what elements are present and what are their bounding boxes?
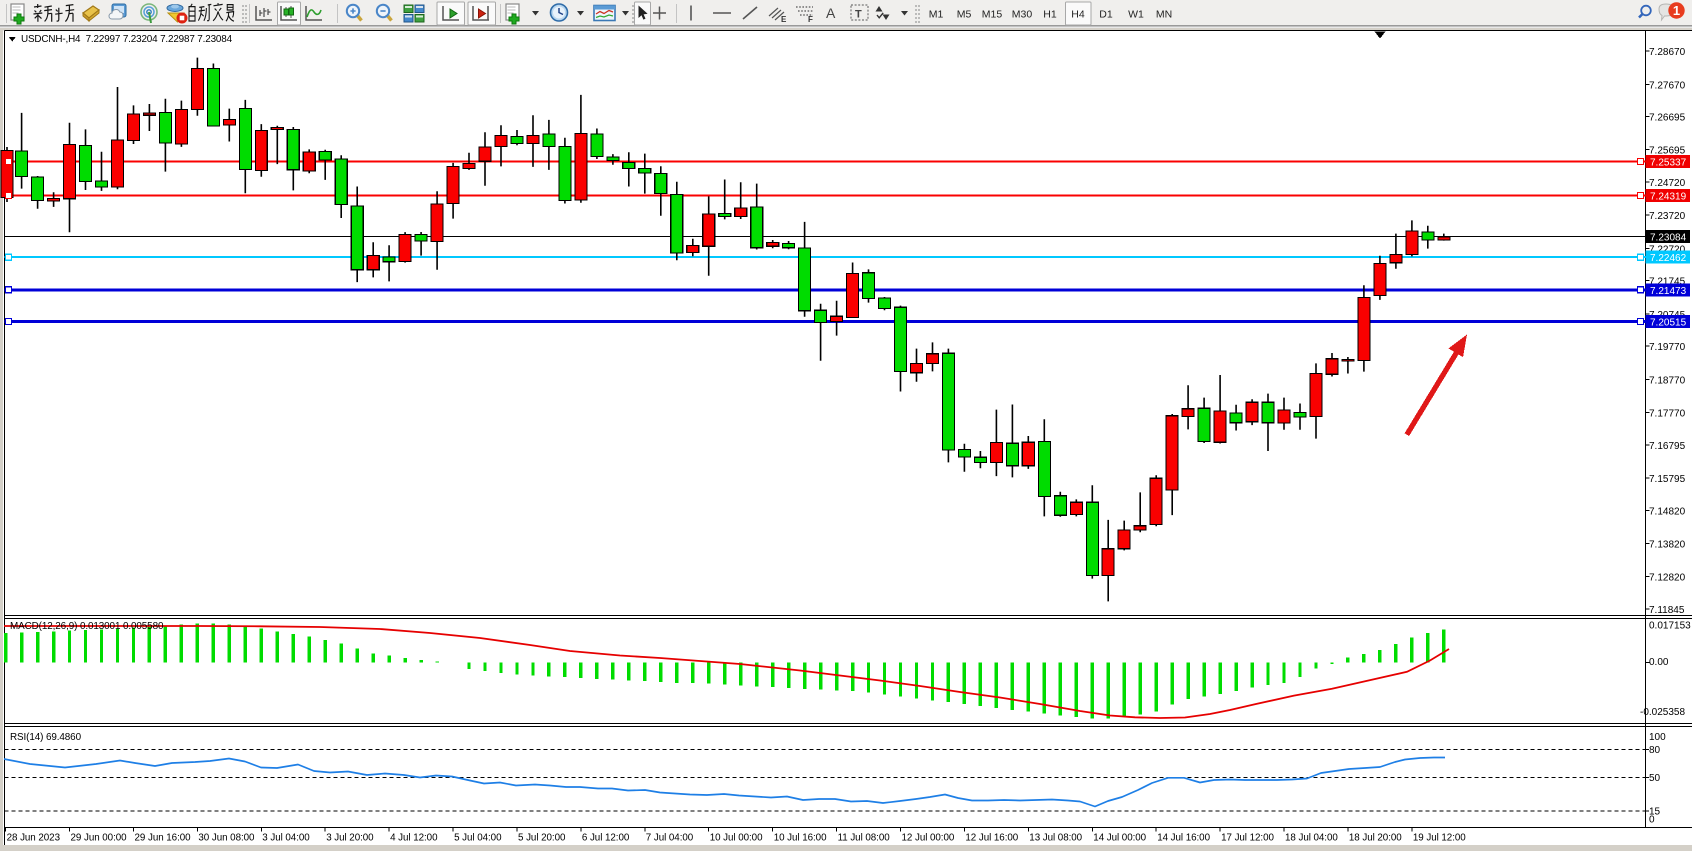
svg-text:100: 100 — [1649, 732, 1666, 743]
svg-text:D1: D1 — [1099, 9, 1113, 21]
svg-text:10 Jul 16:00: 10 Jul 16:00 — [774, 833, 827, 844]
svg-text:M15: M15 — [982, 9, 1003, 21]
svg-text:7.17770: 7.17770 — [1649, 409, 1686, 420]
svg-text:7.15795: 7.15795 — [1649, 474, 1686, 485]
svg-text:7.20515: 7.20515 — [1650, 318, 1687, 329]
svg-text:7.27670: 7.27670 — [1649, 80, 1686, 91]
svg-text:7.24319: 7.24319 — [1650, 191, 1687, 202]
svg-text:7.25337: 7.25337 — [1650, 158, 1687, 169]
svg-text:12 Jul 16:00: 12 Jul 16:00 — [965, 833, 1018, 844]
svg-text:7.14820: 7.14820 — [1649, 506, 1686, 517]
svg-text:M1: M1 — [929, 9, 944, 21]
svg-text:7 Jul 04:00: 7 Jul 04:00 — [646, 833, 694, 844]
svg-text:E: E — [781, 15, 787, 24]
svg-text:7.18770: 7.18770 — [1649, 375, 1686, 386]
svg-text:-0.025358: -0.025358 — [1640, 707, 1685, 718]
svg-text:15: 15 — [1649, 807, 1661, 818]
svg-text:RSI(14) 69.4860: RSI(14) 69.4860 — [10, 732, 82, 743]
svg-text:7.23720: 7.23720 — [1649, 211, 1686, 222]
svg-text:MACD(12,26,9) 0.013001 0.00558: MACD(12,26,9) 0.013001 0.005580 — [10, 621, 164, 632]
svg-text:7.22720: 7.22720 — [1649, 244, 1686, 255]
svg-text:13 Jul 08:00: 13 Jul 08:00 — [1029, 833, 1082, 844]
svg-text:28 Jun 2023: 28 Jun 2023 — [7, 833, 61, 844]
svg-text:7.21745: 7.21745 — [1649, 277, 1686, 288]
svg-text:0: 0 — [1649, 815, 1655, 826]
svg-text:1: 1 — [1673, 3, 1680, 18]
svg-text:7.11845: 7.11845 — [1649, 605, 1685, 616]
svg-text:18 Jul 04:00: 18 Jul 04:00 — [1285, 833, 1338, 844]
svg-text:29 Jun 16:00: 29 Jun 16:00 — [135, 833, 192, 844]
svg-text:0.017153: 0.017153 — [1649, 620, 1691, 631]
svg-text:14 Jul 16:00: 14 Jul 16:00 — [1157, 833, 1210, 844]
svg-text:5 Jul 20:00: 5 Jul 20:00 — [518, 833, 566, 844]
svg-text:MN: MN — [1156, 9, 1172, 21]
svg-text:7.19770: 7.19770 — [1649, 342, 1686, 353]
svg-text:11 Jul 08:00: 11 Jul 08:00 — [838, 833, 891, 844]
svg-text:3 Jul 04:00: 3 Jul 04:00 — [262, 833, 310, 844]
svg-text:7.25695: 7.25695 — [1649, 146, 1686, 157]
svg-text:M30: M30 — [1012, 9, 1033, 21]
svg-text:6 Jul 12:00: 6 Jul 12:00 — [582, 833, 630, 844]
svg-text:30 Jun 08:00: 30 Jun 08:00 — [198, 833, 255, 844]
svg-text:7.13820: 7.13820 — [1649, 540, 1686, 551]
svg-text:5 Jul 04:00: 5 Jul 04:00 — [454, 833, 502, 844]
svg-text:USDCNH-,H4 7.22997 7.23204 7.: USDCNH-,H4 7.22997 7.23204 7.22987 7.230… — [21, 34, 233, 45]
svg-text:M5: M5 — [957, 9, 972, 21]
svg-text:H1: H1 — [1043, 9, 1057, 21]
svg-text:80: 80 — [1649, 745, 1661, 756]
svg-text:12 Jul 00:00: 12 Jul 00:00 — [902, 833, 955, 844]
svg-text:7.28670: 7.28670 — [1649, 47, 1686, 58]
svg-text:3 Jul 20:00: 3 Jul 20:00 — [326, 833, 374, 844]
svg-text:7.26695: 7.26695 — [1649, 113, 1686, 124]
svg-text:7.23084: 7.23084 — [1650, 233, 1687, 244]
svg-text:A: A — [826, 5, 836, 21]
svg-text:W1: W1 — [1128, 9, 1144, 21]
svg-text:0.00: 0.00 — [1649, 657, 1669, 668]
svg-text:19 Jul 12:00: 19 Jul 12:00 — [1413, 833, 1466, 844]
svg-text:F: F — [808, 15, 813, 24]
svg-text:7.21473: 7.21473 — [1650, 286, 1687, 297]
svg-text:18 Jul 20:00: 18 Jul 20:00 — [1349, 833, 1402, 844]
svg-text:29 Jun 00:00: 29 Jun 00:00 — [71, 833, 128, 844]
svg-text:14 Jul 00:00: 14 Jul 00:00 — [1093, 833, 1146, 844]
svg-text:7.24720: 7.24720 — [1649, 178, 1686, 189]
svg-text:17 Jul 12:00: 17 Jul 12:00 — [1221, 833, 1274, 844]
svg-text:50: 50 — [1649, 773, 1661, 784]
svg-text:7.16795: 7.16795 — [1649, 441, 1686, 452]
svg-text:10 Jul 00:00: 10 Jul 00:00 — [710, 833, 763, 844]
svg-text:H4: H4 — [1071, 9, 1085, 21]
svg-text:T: T — [855, 9, 862, 21]
svg-text:7.12820: 7.12820 — [1649, 573, 1686, 584]
svg-text:7.22462: 7.22462 — [1650, 253, 1687, 264]
svg-text:4 Jul 12:00: 4 Jul 12:00 — [390, 833, 438, 844]
